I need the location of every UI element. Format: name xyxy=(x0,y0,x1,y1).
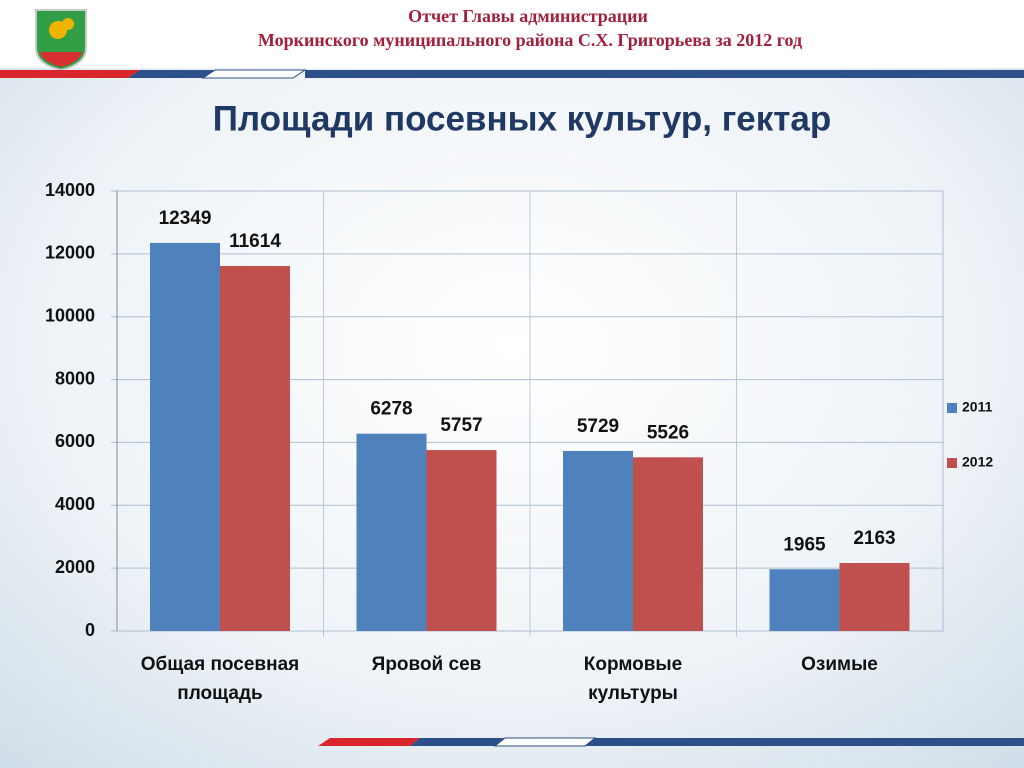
header-line: Отчет Главы администрации xyxy=(408,6,648,26)
data-label: 2163 xyxy=(853,528,895,549)
y-tick-label: 0 xyxy=(85,620,95,640)
y-tick-label: 14000 xyxy=(45,180,95,200)
header-line: Моркинского муниципального района С.Х. Г… xyxy=(258,30,802,50)
bar xyxy=(356,433,427,631)
y-tick-label: 2000 xyxy=(55,557,95,577)
data-label: 5729 xyxy=(577,416,619,437)
bar xyxy=(633,457,703,631)
bar xyxy=(426,450,497,631)
y-tick-label: 12000 xyxy=(45,243,95,263)
chart-title: Площади посевных культур, гектар xyxy=(213,99,832,138)
data-label: 1965 xyxy=(783,534,826,555)
x-tick-label: Яровой сев xyxy=(371,654,482,675)
x-tick-label: Общая посевная площадь xyxy=(140,654,300,704)
header-band xyxy=(0,0,1024,68)
bar xyxy=(563,450,633,631)
data-label: 5757 xyxy=(440,415,482,436)
bar xyxy=(220,265,290,631)
data-label: 5526 xyxy=(647,422,689,443)
bar xyxy=(769,569,840,631)
x-tick-label: Озимые xyxy=(801,654,878,675)
logo xyxy=(35,9,87,72)
legend-label: 2011 xyxy=(962,399,993,415)
y-tick-label: 10000 xyxy=(45,305,95,325)
legend-swatch xyxy=(947,403,957,413)
bar xyxy=(150,242,220,632)
data-label: 12349 xyxy=(159,208,212,229)
y-tick-label: 6000 xyxy=(55,431,95,451)
x-tick-label: Кормовые культуры xyxy=(583,654,683,704)
legend-swatch xyxy=(947,458,957,468)
legend-label: 2012 xyxy=(962,454,993,470)
bottom-stripes xyxy=(318,737,1024,747)
y-tick-label: 4000 xyxy=(55,494,95,514)
data-label: 11614 xyxy=(229,231,281,252)
y-tick-label: 8000 xyxy=(55,368,95,388)
bar xyxy=(839,563,910,631)
top-stripes xyxy=(0,69,1024,79)
data-label: 6278 xyxy=(370,399,412,420)
